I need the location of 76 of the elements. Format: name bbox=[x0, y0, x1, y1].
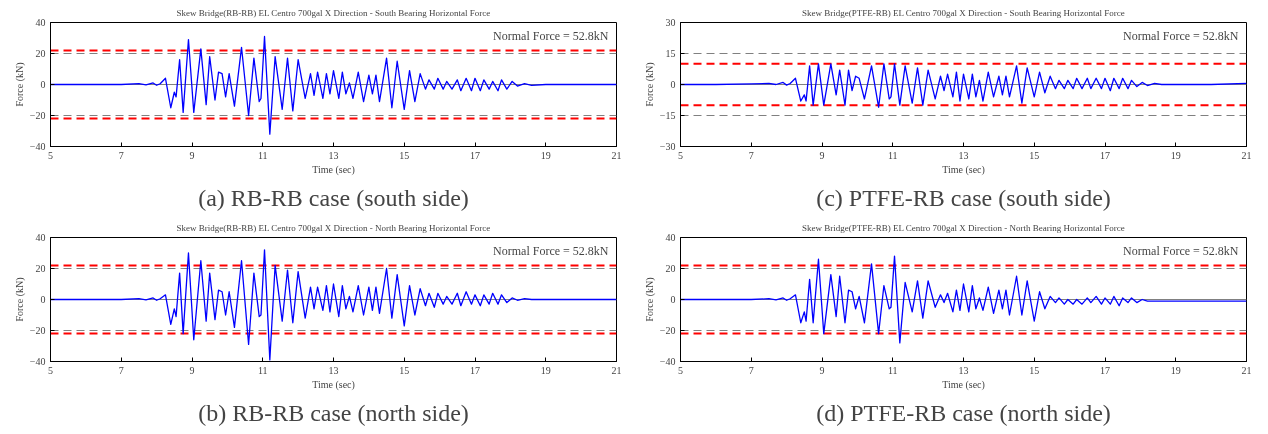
x-tick-label: 11 bbox=[887, 364, 898, 376]
x-tick-label: 7 bbox=[118, 149, 124, 161]
x-tick-label: 13 bbox=[958, 364, 969, 376]
y-tick-label: 40 bbox=[35, 17, 46, 28]
chart-title: Skew Bridge(RB-RB) EL Centro 700gal X Direction - North Bearing Horizontal Force bbox=[176, 222, 491, 233]
x-tick-label: 7 bbox=[748, 364, 754, 376]
y-axis-title: Force (kN) bbox=[13, 62, 26, 107]
x-tick-label: 9 bbox=[189, 364, 195, 376]
y-tick-label: 15 bbox=[665, 48, 676, 59]
chart-title: Skew Bridge(RB-RB) EL Centro 700gal X Direction - South Bearing Horizontal Force bbox=[176, 7, 491, 18]
chart-title: Skew Bridge(PTFE-RB) EL Centro 700gal X Direction - North Bearing Horizontal Force bbox=[801, 222, 1125, 233]
y-tick-label: 0 bbox=[40, 294, 46, 305]
x-tick-label: 13 bbox=[958, 149, 969, 161]
x-axis-title: Time (sec) bbox=[942, 378, 985, 391]
x-tick-label: 11 bbox=[887, 149, 898, 161]
x-tick-label: 5 bbox=[48, 149, 53, 161]
x-tick-label: 15 bbox=[399, 364, 410, 376]
y-tick-label: 20 bbox=[35, 48, 46, 59]
annotation: Normal Force = 52.8kN bbox=[1123, 243, 1239, 258]
text: (b) RB-RB case (north side) bbox=[198, 399, 469, 426]
y-tick-label: 30 bbox=[665, 17, 676, 28]
x-tick-label: 21 bbox=[1241, 364, 1252, 376]
x-tick-label: 15 bbox=[1029, 364, 1040, 376]
y-axis-title: Force (kN) bbox=[13, 277, 26, 322]
y-tick-label: −20 bbox=[659, 325, 676, 336]
x-tick-label: 19 bbox=[1170, 149, 1181, 161]
y-tick-label: 0 bbox=[670, 294, 676, 305]
x-tick-label: 17 bbox=[470, 149, 480, 161]
y-axis-title: Force (kN) bbox=[643, 277, 656, 322]
y-tick-label: 40 bbox=[35, 232, 46, 243]
y-tick-label: −20 bbox=[29, 110, 46, 121]
x-tick-label: 13 bbox=[328, 364, 339, 376]
annotation: Normal Force = 52.8kN bbox=[493, 28, 609, 43]
y-tick-label: −20 bbox=[29, 325, 46, 336]
y-tick-label: −30 bbox=[659, 141, 676, 152]
y-tick-label: 0 bbox=[670, 79, 676, 90]
y-tick-label: −40 bbox=[659, 356, 676, 367]
x-tick-label: 15 bbox=[399, 149, 410, 161]
x-tick-label: 13 bbox=[328, 149, 339, 161]
x-tick-label: 19 bbox=[540, 364, 551, 376]
x-tick-label: 17 bbox=[470, 364, 480, 376]
y-axis-title: Force (kN) bbox=[643, 62, 656, 107]
text: (a) RB-RB case (south side) bbox=[198, 184, 469, 211]
x-axis-title: Time (sec) bbox=[312, 378, 355, 391]
y-tick-label: −40 bbox=[29, 141, 46, 152]
x-tick-label: 21 bbox=[1241, 149, 1252, 161]
x-axis-title: Time (sec) bbox=[942, 163, 985, 176]
x-tick-label: 5 bbox=[48, 364, 53, 376]
text: (c) PTFE-RB case (south side) bbox=[816, 184, 1111, 211]
x-tick-label: 9 bbox=[819, 364, 825, 376]
x-tick-label: 9 bbox=[819, 149, 825, 161]
x-axis-title: Time (sec) bbox=[312, 163, 355, 176]
x-tick-label: 19 bbox=[1170, 364, 1181, 376]
x-tick-label: 7 bbox=[118, 364, 124, 376]
x-tick-label: 19 bbox=[540, 149, 551, 161]
x-tick-label: 5 bbox=[678, 149, 683, 161]
y-tick-label: 0 bbox=[40, 79, 46, 90]
y-tick-label: 40 bbox=[665, 232, 676, 243]
x-tick-label: 17 bbox=[1100, 364, 1110, 376]
x-tick-label: 5 bbox=[678, 364, 683, 376]
y-tick-label: 20 bbox=[35, 263, 46, 274]
chart-title: Skew Bridge(PTFE-RB) EL Centro 700gal X Direction - South Bearing Horizontal Force bbox=[801, 7, 1125, 18]
x-tick-label: 11 bbox=[257, 364, 268, 376]
x-tick-label: 7 bbox=[748, 149, 754, 161]
annotation: Normal Force = 52.8kN bbox=[493, 243, 609, 258]
annotation: Normal Force = 52.8kN bbox=[1123, 28, 1239, 43]
y-tick-label: −40 bbox=[29, 356, 46, 367]
x-tick-label: 17 bbox=[1100, 149, 1110, 161]
x-tick-label: 15 bbox=[1029, 149, 1040, 161]
x-tick-label: 9 bbox=[189, 149, 195, 161]
x-tick-label: 21 bbox=[611, 364, 622, 376]
y-tick-label: −15 bbox=[659, 110, 676, 121]
x-tick-label: 21 bbox=[611, 149, 622, 161]
y-tick-label: 20 bbox=[665, 263, 676, 274]
x-tick-label: 11 bbox=[257, 149, 268, 161]
text: (d) PTFE-RB case (north side) bbox=[816, 399, 1111, 426]
